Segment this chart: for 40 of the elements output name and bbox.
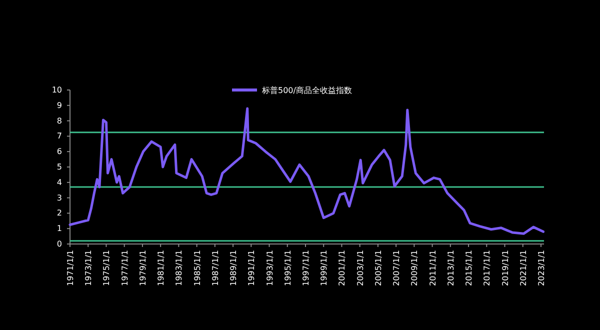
y-tick-label: 3 [56,193,62,202]
x-tick-label: 2011/1/1 [428,250,438,286]
x-tick-label: 2021/1/1 [518,250,528,286]
x-tick-label: 1983/1/1 [174,250,184,286]
x-tick-label: 2019/1/1 [500,250,510,286]
legend-label: 标普500/商品全收益指数 [261,86,352,95]
x-tick-label: 1973/1/1 [84,250,94,286]
x-tick-label: 1971/1/1 [66,250,75,286]
y-tick-label: 4 [56,178,62,187]
x-tick-label: 1985/1/1 [192,250,202,286]
x-tick-label: 1993/1/1 [265,250,274,286]
y-tick-label: 6 [56,147,62,156]
x-tick-label: 1991/1/1 [247,250,256,286]
line-series [68,107,544,235]
y-tick-label: 1 [56,224,62,234]
x-tick-label: 1981/1/1 [156,250,166,286]
x-tick-label: 1979/1/1 [138,250,148,286]
x-tick-label: 1989/1/1 [229,250,238,286]
x-tick-label: 1995/1/1 [283,250,292,286]
y-tick-label: 5 [56,162,62,172]
x-tick-label: 2009/1/1 [410,250,420,286]
x-tick-label: 1977/1/1 [120,250,130,286]
x-tick-label: 2015/1/1 [464,250,474,286]
x-tick-label: 1997/1/1 [301,250,310,286]
y-tick-label: 10 [52,86,62,94]
x-tick-label: 2001/1/1 [338,250,347,286]
x-tick-label: 2005/1/1 [374,250,383,286]
y-tick-label: 2 [56,208,62,218]
y-tick-label: 9 [56,100,62,110]
x-tick-label: 2013/1/1 [446,250,456,286]
y-tick-label: 8 [56,116,62,126]
x-tick-label: 1999/1/1 [320,250,329,286]
x-tick-label: 2017/1/1 [482,250,492,286]
x-tick-label: 2023/1/1 [536,250,546,286]
x-tick-label: 2007/1/1 [392,250,402,286]
x-tick-label: 1987/1/1 [210,250,220,286]
y-tick-label: 7 [56,132,62,141]
x-tick-label: 1975/1/1 [102,250,112,286]
y-tick-label: 0 [56,240,62,248]
x-tick-label: 2003/1/1 [356,250,365,286]
